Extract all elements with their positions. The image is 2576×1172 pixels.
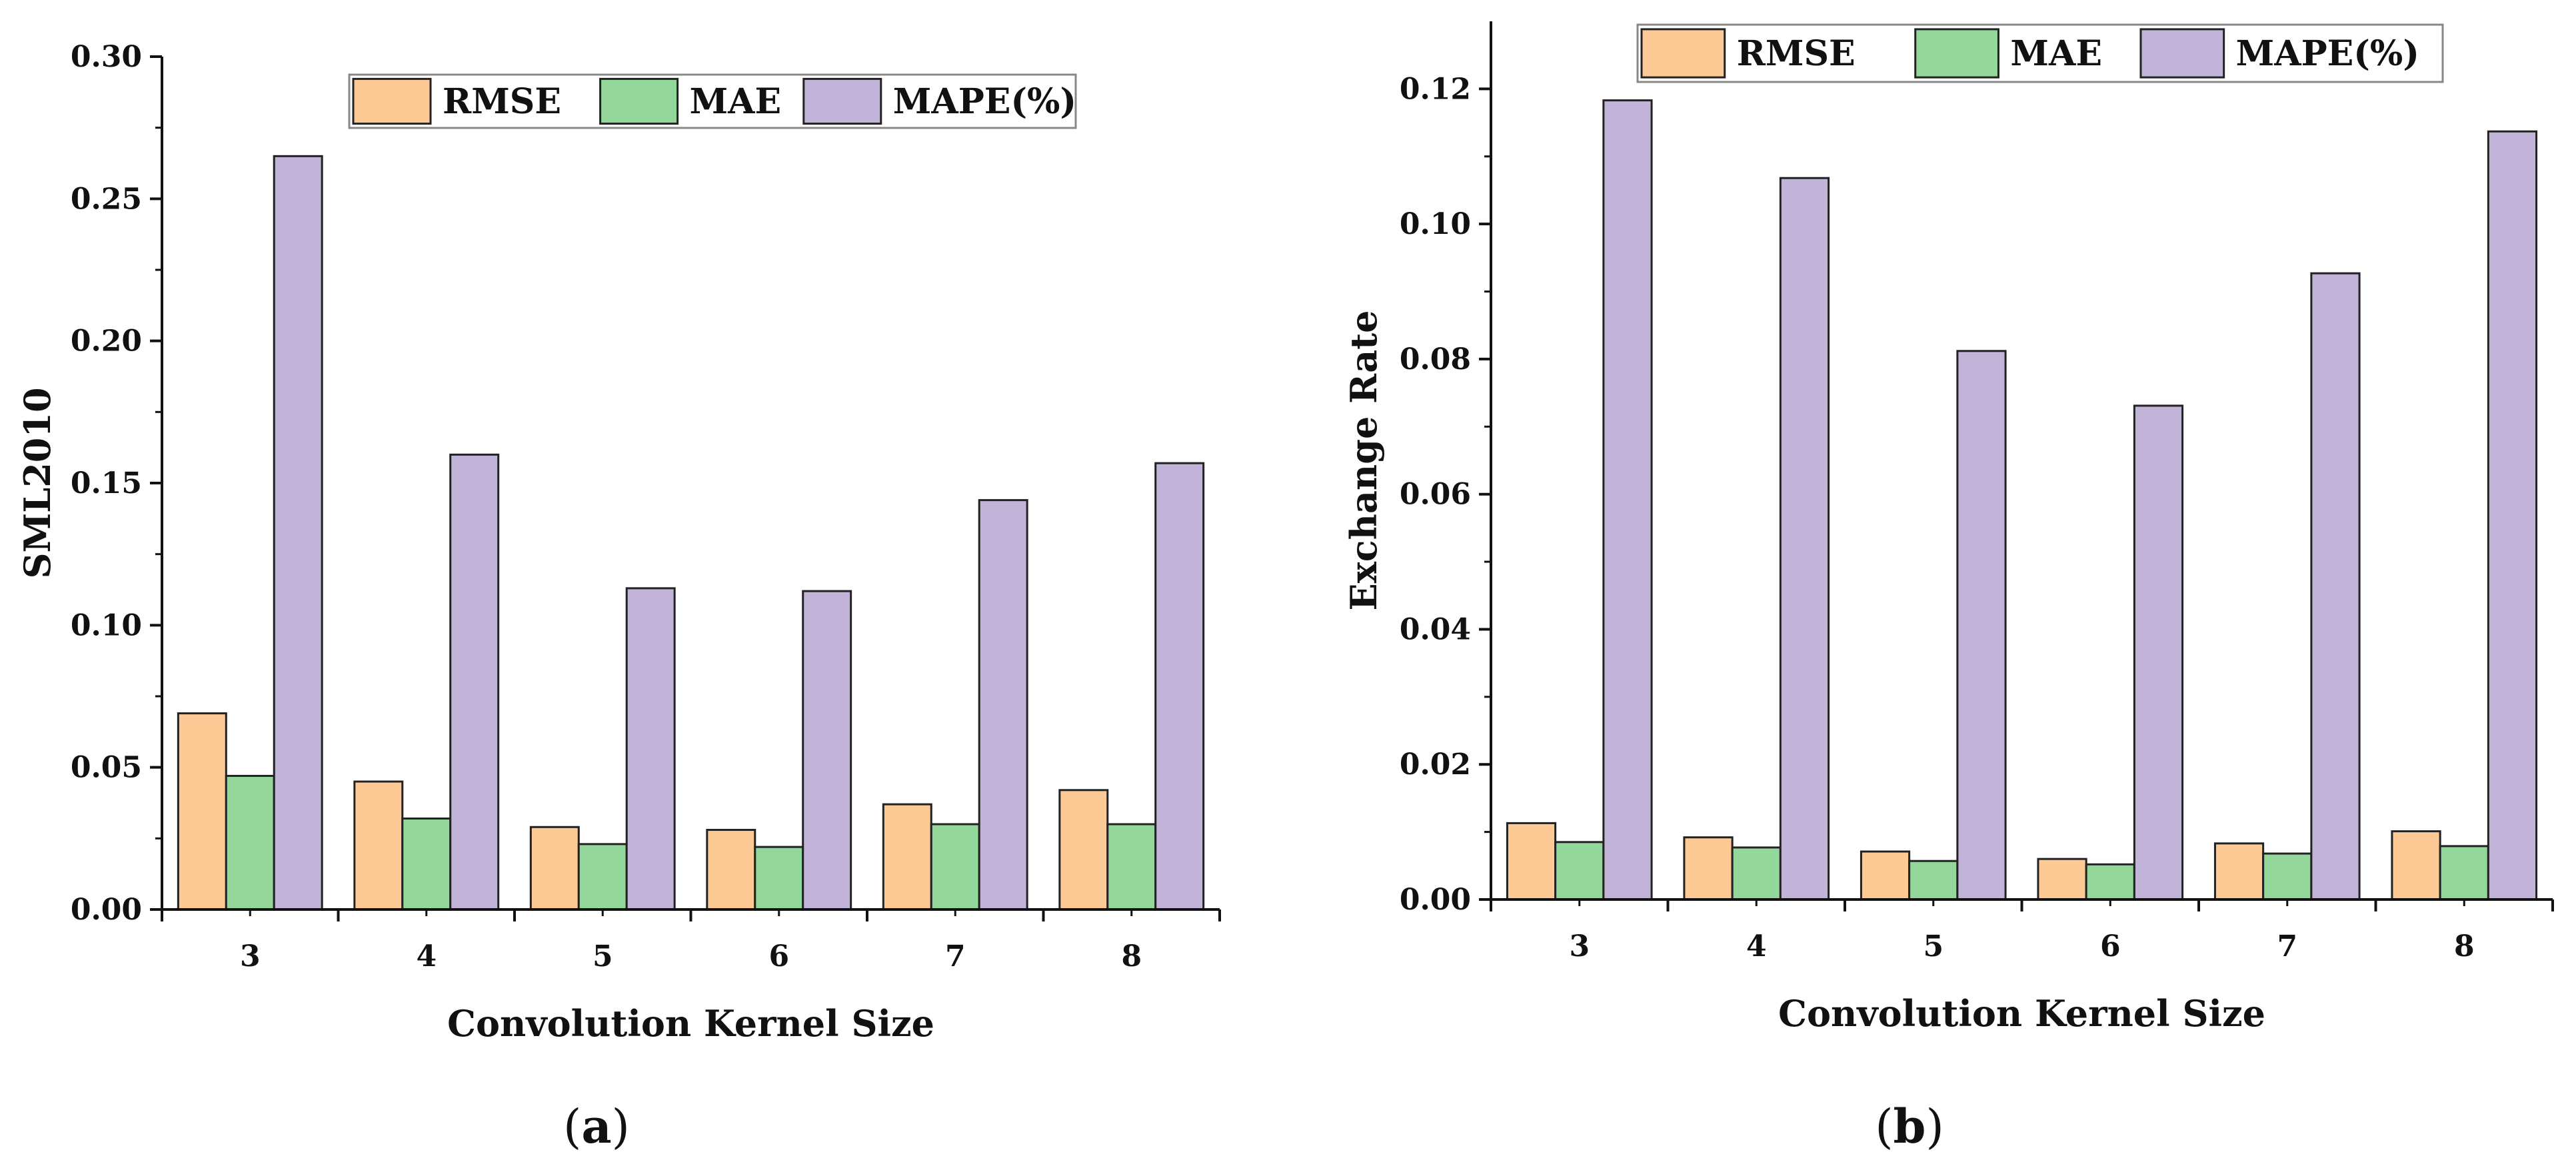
bar-mape-8 [1154,462,1205,911]
bar-mae-5 [577,843,628,911]
legend-label: MAPE(%) [2236,33,2419,74]
bar-mape-5 [1956,350,2007,901]
y-tick-label: 0.15 [71,466,142,500]
caption-letter: b [1894,1099,1926,1154]
legend-label: RMSE [443,81,561,122]
legend-label: MAPE(%) [893,81,1076,122]
bar-mae-4 [1731,846,1782,901]
chart-panel-a: 0.00 0.05 0.10 0.15 0.20 0.25 0.30 3 4 5 6 7 8 SML201… [16,40,1221,1154]
bar-mae-6 [754,846,804,911]
chart-panel-b: 0.00 0.02 0.04 0.06 0.08 0.10 0.12 3 4 5 6 7 8 Exchan… [1342,21,2554,1154]
x-tick-label: 6 [2100,929,2121,963]
bar-mape-7 [2310,272,2361,901]
legend: RMSE MAE MAPE(%) [1636,23,2444,83]
y-tick-label: 0.00 [71,893,142,927]
x-tick-label: 3 [240,939,261,973]
caption-open: ( [1875,1099,1893,1154]
x-tick-label: 8 [1121,939,1142,973]
bars-group [1506,99,2538,901]
bar-rmse-4 [1683,836,1734,901]
bar-mape-3 [1602,99,1653,901]
y-tick-label: 0.12 [1400,72,1471,106]
legend-label: MAE [690,81,782,122]
x-tick-label: 5 [593,939,613,973]
bar-mape-5 [625,587,676,911]
bar-rmse-4 [353,780,404,911]
bar-mae-3 [225,774,275,911]
legend-swatch [599,77,679,125]
bar-rmse-5 [529,826,580,911]
legend-label: RMSE [1737,33,1856,74]
x-axis-title: Convolution Kernel Size [447,1002,934,1045]
y-tick-label: 0.04 [1400,612,1471,646]
y-tick-label: 0.02 [1400,748,1471,782]
x-axis-title: Convolution Kernel Size [1778,992,2265,1035]
bar-mae-5 [1908,860,1959,901]
caption-open: ( [563,1099,581,1154]
bar-mae-7 [2262,852,2313,901]
panel-caption: (a) [563,1099,630,1154]
caption-close: ) [612,1099,630,1154]
y-tick-label: 0.06 [1400,478,1471,512]
y-tick-label: 0.10 [71,608,142,642]
bar-mape-6 [802,590,852,911]
bar-mape-4 [449,453,500,911]
bar-rmse-8 [2391,830,2441,901]
x-tick-label: 4 [416,939,437,973]
bar-rmse-8 [1058,789,1109,911]
bar-rmse-3 [1506,822,1557,901]
bar-mae-3 [1554,841,1605,901]
legend-swatch [352,77,432,125]
caption-letter: a [581,1099,611,1154]
legend-swatch [2139,28,2225,79]
bar-mape-4 [1779,177,1830,901]
bar-mae-8 [2439,845,2489,901]
bars-group [177,155,1205,911]
y-tick-label: 0.10 [1400,207,1471,241]
x-tick-label: 7 [945,939,966,973]
y-tick-label: 0.00 [1400,883,1471,917]
y-axis-title: SML2010 [16,387,59,578]
x-tick-label: 4 [1746,929,1767,963]
legend-swatch [1640,28,1726,79]
panel-caption: (b) [1875,1099,1944,1154]
bar-mae-6 [2085,863,2135,901]
y-axis-title: Exchange Rate [1342,310,1385,610]
x-tick-label: 7 [2277,929,2297,963]
bar-mae-4 [401,817,452,911]
y-tick-label: 0.25 [71,182,142,216]
bar-rmse-7 [2213,842,2265,901]
y-tick-label: 0.20 [71,324,142,358]
legend-swatch [802,77,882,125]
caption-close: ) [1926,1099,1943,1154]
bar-mape-3 [273,155,323,911]
legend-box [348,73,1077,129]
bar-rmse-6 [706,829,756,911]
bar-mae-8 [1106,823,1157,911]
bar-mape-6 [2133,404,2184,901]
y-tick-label: 0.30 [71,40,142,74]
bar-rmse-5 [1860,850,1911,901]
legend-box [1636,23,2444,83]
y-tick-label: 0.08 [1400,342,1471,376]
legend-swatch [1914,28,1999,79]
y-tick-label: 0.05 [71,751,142,785]
bar-rmse-6 [2037,858,2087,901]
x-tick-label: 8 [2454,929,2475,963]
legend-label: MAE [2010,33,2102,74]
bar-mape-8 [2487,130,2538,901]
bar-mae-7 [930,823,980,911]
x-tick-label: 5 [1923,929,1943,963]
bar-rmse-3 [177,712,227,911]
bar-rmse-7 [882,803,932,911]
legend: RMSE MAE MAPE(%) [348,73,1077,129]
x-tick-label: 3 [1569,929,1590,963]
bar-mape-7 [978,499,1028,911]
x-tick-label: 6 [768,939,789,973]
